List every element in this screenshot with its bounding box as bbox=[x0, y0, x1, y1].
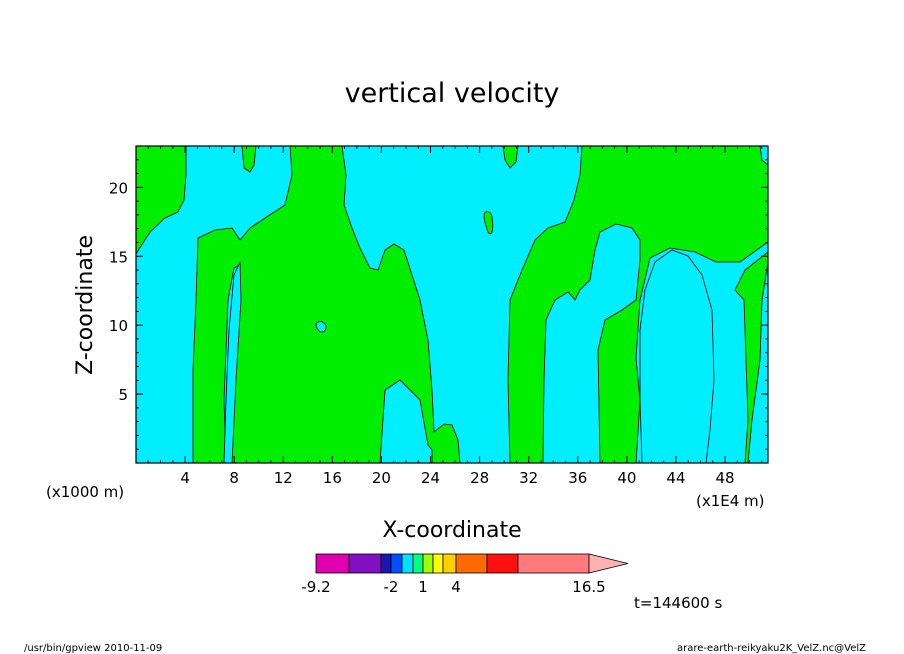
colorbar-segment bbox=[422, 553, 434, 574]
x-tick-label: 24 bbox=[421, 469, 440, 487]
x-tick-label: 32 bbox=[519, 469, 538, 487]
y-tick-label: 5 bbox=[118, 386, 128, 404]
x-tick-label: 40 bbox=[617, 469, 636, 487]
colorbar-segment bbox=[455, 553, 488, 574]
plot-area bbox=[135, 145, 769, 464]
colorbar-segment bbox=[412, 553, 424, 574]
x-tick-label: 20 bbox=[372, 469, 391, 487]
y-tick-label: 15 bbox=[109, 248, 128, 266]
positive-blob-28 bbox=[483, 211, 494, 235]
plot-frame bbox=[135, 145, 769, 464]
colorbar-arrow bbox=[588, 553, 629, 574]
positive-region-left-top bbox=[136, 146, 187, 255]
negative-region-right-edge bbox=[747, 261, 768, 463]
x-axis: 4 8 12 16 20 24 28 32 36 40 44 48 bbox=[147, 146, 763, 487]
negative-strip bbox=[223, 261, 242, 463]
colorbar-label: -9.2 bbox=[301, 578, 330, 596]
contour-field bbox=[136, 146, 768, 463]
y-axis: 5 10 15 20 bbox=[109, 159, 768, 450]
negative-region-right-inner bbox=[639, 249, 715, 463]
colorbar-segment bbox=[315, 553, 350, 574]
colorbar-segment bbox=[380, 553, 392, 574]
colorbar-segment bbox=[517, 553, 590, 574]
y-tick-label: 20 bbox=[109, 179, 128, 197]
x-tick-label: 12 bbox=[274, 469, 293, 487]
x-tick-label: 8 bbox=[229, 469, 239, 487]
x-axis-label: X-coordinate bbox=[382, 518, 521, 543]
x-tick-label: 48 bbox=[716, 469, 735, 487]
positive-region-right bbox=[507, 146, 768, 463]
colorbar-segment bbox=[348, 553, 382, 574]
time-label: t=144600 s bbox=[634, 594, 722, 612]
colorbar-segment bbox=[401, 553, 414, 574]
colorbar-segment bbox=[486, 553, 519, 574]
x-tick-label: 28 bbox=[470, 469, 489, 487]
colorbar-label: -2 bbox=[384, 578, 399, 596]
y-tick-label: 10 bbox=[109, 317, 128, 335]
x-unit-right: (x1E4 m) bbox=[696, 492, 765, 510]
positive-blob-top bbox=[241, 146, 257, 173]
x-tick-label: 4 bbox=[180, 469, 190, 487]
colorbar-labels: -9.2 -2 1 4 16.5 bbox=[301, 578, 605, 596]
x-unit-left: (x1000 m) bbox=[46, 483, 124, 501]
colorbar-segment bbox=[390, 553, 403, 574]
colorbar-segment bbox=[442, 553, 457, 574]
footer-left: /usr/bin/gpview 2010-11-09 bbox=[24, 643, 162, 654]
positive-blob-30 bbox=[502, 146, 519, 169]
colorbar-label: 16.5 bbox=[572, 578, 605, 596]
x-tick-label: 36 bbox=[568, 469, 587, 487]
negative-bubble bbox=[315, 321, 327, 333]
y-axis-label: Z-coordinate bbox=[73, 235, 98, 375]
x-tick-label: 44 bbox=[666, 469, 685, 487]
colorbar-label: 4 bbox=[451, 578, 461, 596]
chart-title: vertical velocity bbox=[345, 78, 560, 109]
colorbar-label: 1 bbox=[418, 578, 428, 596]
footer-right: arare-earth-reikyaku2K_VelZ.nc@VelZ bbox=[677, 643, 866, 654]
colorbar-segment bbox=[432, 553, 444, 574]
x-tick-label: 16 bbox=[323, 469, 342, 487]
colorbar bbox=[315, 553, 629, 574]
